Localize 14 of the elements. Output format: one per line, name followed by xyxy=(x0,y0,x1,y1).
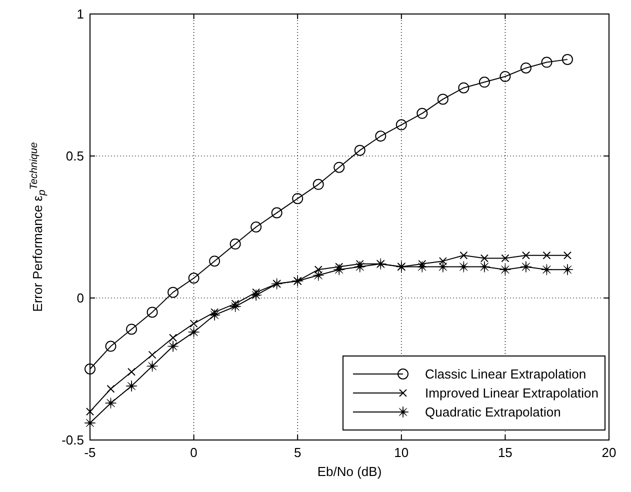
y-tick-label: 0 xyxy=(76,290,84,306)
x-tick-label: 5 xyxy=(294,445,302,460)
y-tick-label: 0.5 xyxy=(66,148,84,164)
y-tick-label: -0.5 xyxy=(62,432,84,448)
x-tick-label: -5 xyxy=(84,445,96,460)
legend-label: Improved Linear Extrapolation xyxy=(425,386,598,400)
y-tick-label: 1 xyxy=(76,6,84,22)
x-tick-label: 20 xyxy=(602,445,616,460)
legend-label: Classic Linear Extrapolation xyxy=(425,366,586,382)
x-tick-label: 10 xyxy=(394,445,409,460)
x-tick-label: 0 xyxy=(190,445,198,460)
x-axis-title: Eb/No (dB) xyxy=(317,464,382,479)
x-tick-label: 15 xyxy=(498,445,512,460)
legend-label: Quadratic Extrapolation xyxy=(425,404,561,420)
